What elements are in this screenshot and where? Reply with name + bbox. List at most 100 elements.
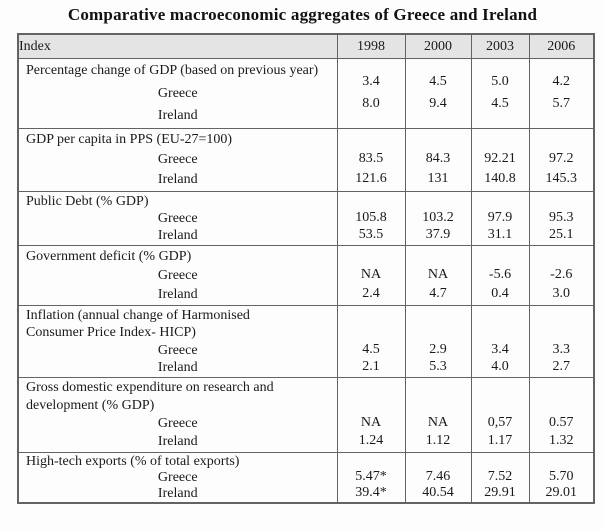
- value-cell: 5.70 29.01: [528, 452, 595, 504]
- value-ireland-1998: 39.4*: [355, 484, 387, 500]
- section-rd-expenditure: Gross domestic expenditure on research a…: [17, 377, 595, 453]
- value-greece-1998: 3.4: [362, 74, 380, 89]
- value-ireland-1998: 2.4: [362, 286, 380, 301]
- value-ireland-2003: 4.5: [491, 96, 509, 111]
- section-label-cell: Percentage change of GDP (based on previ…: [17, 58, 338, 129]
- value-greece-1998: 4.5: [362, 342, 380, 357]
- value-greece-1998: 105.8: [355, 210, 387, 225]
- value-cell: NA 4.7: [404, 245, 472, 306]
- value-cell: 92.21 140.8: [470, 128, 530, 192]
- value-greece-2003: 92.21: [484, 151, 516, 166]
- value-ireland-2006: 3.0: [552, 286, 571, 301]
- value-greece-2003: 5.0: [491, 74, 509, 89]
- value-cell: -2.6 3.0: [528, 245, 595, 306]
- country-label-greece: Greece: [157, 85, 198, 101]
- country-label-ireland: Ireland: [157, 172, 198, 187]
- table-title: Comparative macroeconomic aggregates of …: [67, 5, 538, 24]
- value-cell: 105.8 53.5: [336, 191, 406, 246]
- value-ireland-1998: 121.6: [355, 171, 387, 186]
- value-ireland-2000: 40.54: [422, 484, 454, 500]
- value-cell: 95.3 25.1: [528, 191, 595, 246]
- value-greece-2000: 7.46: [425, 469, 451, 484]
- value-cell: 4.5 2.1: [336, 305, 406, 378]
- value-ireland-1998: 1.24: [358, 433, 384, 448]
- column-header-index: Index: [17, 33, 338, 59]
- value-ireland-2003: 31.1: [487, 227, 513, 242]
- value-cell: 103.2 37.9: [404, 191, 472, 246]
- value-greece-1998: NA: [360, 415, 382, 430]
- value-ireland-2003: 1.17: [487, 433, 513, 448]
- country-label-ireland: Ireland: [157, 287, 198, 302]
- section-label-cell: High-tech exports (% of total exports) G…: [17, 452, 338, 504]
- value-ireland-2006: 29.01: [545, 484, 578, 500]
- value-cell: 7.46 40.54: [404, 452, 472, 504]
- value-greece-2006: 95.3: [549, 210, 574, 225]
- value-greece-2003: 0,57: [487, 415, 513, 430]
- value-greece-2000: 103.2: [422, 210, 454, 225]
- value-cell: 2.9 5.3: [404, 305, 472, 378]
- section-heading: GDP per capita in PPS (EU-27=100): [26, 132, 233, 147]
- section-label-cell: Government deficit (% GDP) Greece Irelan…: [17, 245, 338, 306]
- column-header-2006: 2006: [528, 33, 595, 59]
- header-row: Index 1998 2000 2003 2006: [17, 33, 595, 59]
- section-gdp-change: Percentage change of GDP (based on previ…: [17, 58, 595, 129]
- section-heading: Government deficit (% GDP): [26, 249, 192, 264]
- value-cell: 4.2 5.7: [528, 58, 595, 129]
- value-cell: 7.52 29.91: [470, 452, 530, 504]
- section-heading-line-2: development (% GDP): [26, 398, 155, 413]
- value-cell: 4.5 9.4: [404, 58, 472, 129]
- value-ireland-1998: 8.0: [362, 96, 380, 111]
- section-label-cell: Inflation (annual change of Harmonised C…: [17, 305, 338, 378]
- country-label-greece: Greece: [157, 152, 198, 167]
- value-cell: 5.47* 39.4*: [336, 452, 406, 504]
- value-greece-2000: NA: [427, 267, 449, 282]
- section-label-cell: Gross domestic expenditure on research a…: [17, 377, 338, 453]
- section-heading-line-1: Inflation (annual change of Harmonised: [26, 308, 250, 323]
- value-cell: -5.6 0.4: [470, 245, 530, 306]
- value-cell: NA 1.24: [336, 377, 406, 453]
- value-ireland-2003: 0.4: [491, 286, 509, 301]
- value-ireland-2000: 37.9: [425, 227, 451, 242]
- value-greece-2000: 4.5: [429, 74, 447, 89]
- country-label-ireland: Ireland: [157, 108, 198, 123]
- value-ireland-2006: 1.32: [549, 433, 574, 448]
- value-greece-2006: 5.70: [549, 469, 574, 484]
- value-ireland-1998: 53.5: [358, 227, 384, 242]
- value-greece-1998: 83.5: [358, 151, 384, 166]
- value-ireland-2006: 2.7: [552, 359, 571, 374]
- section-label-cell: GDP per capita in PPS (EU-27=100) Greece…: [17, 128, 338, 192]
- value-cell: 84.3 131: [404, 128, 472, 192]
- value-cell: 0,57 1.17: [470, 377, 530, 453]
- value-greece-2000: NA: [427, 415, 449, 430]
- value-ireland-2003: 29.91: [484, 484, 516, 500]
- value-ireland-2003: 4.0: [491, 359, 509, 374]
- value-cell: 83.5 121.6: [336, 128, 406, 192]
- value-greece-1998: NA: [360, 267, 382, 282]
- value-greece-2003: 3.4: [491, 342, 509, 357]
- country-label-ireland: Ireland: [157, 434, 198, 449]
- value-ireland-2006: 5.7: [552, 96, 571, 111]
- section-heading-line-1: Gross domestic expenditure on research a…: [26, 380, 274, 395]
- value-cell: 97.2 145.3: [528, 128, 595, 192]
- value-greece-2006: 97.2: [549, 151, 574, 166]
- value-ireland-1998: 2.1: [362, 359, 380, 374]
- column-header-2003: 2003: [470, 33, 530, 59]
- value-greece-2003: 7.52: [487, 469, 513, 484]
- value-cell: NA 2.4: [336, 245, 406, 306]
- section-heading: High-tech exports (% of total exports): [26, 454, 240, 469]
- section-inflation: Inflation (annual change of Harmonised C…: [17, 305, 595, 378]
- country-label-ireland: Ireland: [157, 485, 198, 501]
- value-cell: 0.57 1.32: [528, 377, 595, 453]
- value-cell: 97.9 31.1: [470, 191, 530, 246]
- value-ireland-2000: 9.4: [429, 96, 447, 111]
- value-greece-2003: -5.6: [488, 267, 512, 282]
- value-ireland-2000: 1.12: [425, 433, 451, 448]
- value-greece-2000: 2.9: [429, 342, 447, 357]
- section-government-deficit: Government deficit (% GDP) Greece Irelan…: [17, 245, 595, 306]
- country-label-ireland: Ireland: [157, 228, 198, 243]
- section-heading: Public Debt (% GDP): [26, 194, 149, 209]
- value-ireland-2000: 4.7: [429, 286, 447, 301]
- value-greece-2006: 3.3: [552, 342, 571, 357]
- value-cell: NA 1.12: [404, 377, 472, 453]
